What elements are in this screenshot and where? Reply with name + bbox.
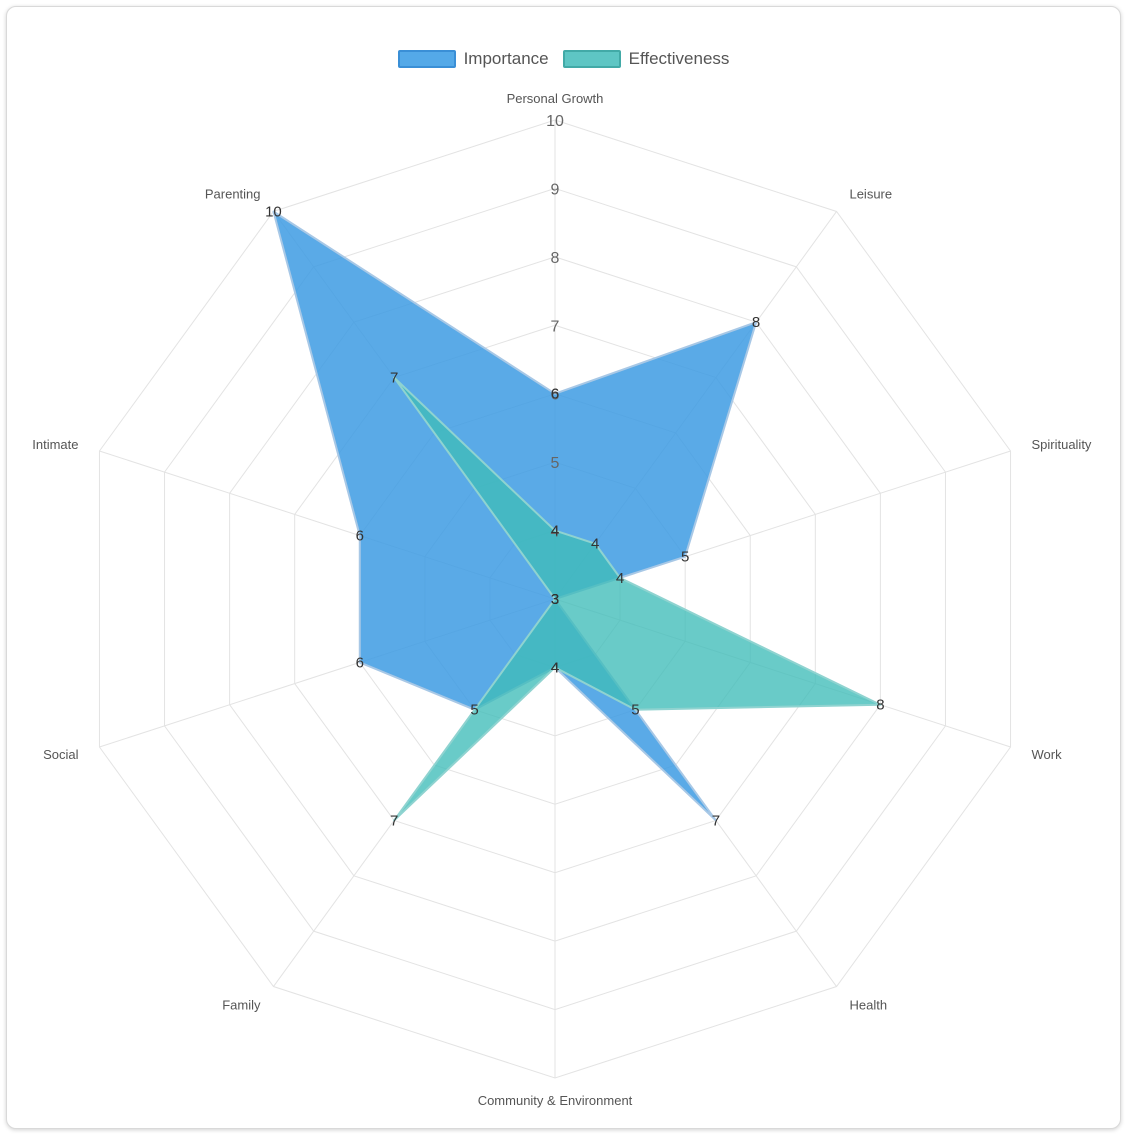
axis-label: Spirituality xyxy=(1031,437,1091,452)
point-value-label: 5 xyxy=(631,702,639,719)
point-value-label: 6 xyxy=(356,654,364,671)
axis-label: Leisure xyxy=(849,187,892,202)
tick-label: 6 xyxy=(551,387,560,404)
radar-axis-labels: Personal Growth Leisure Spirituality Work He… xyxy=(32,91,1092,1108)
legend-label-importance: Importance xyxy=(463,49,549,68)
point-value-label: 7 xyxy=(390,370,398,387)
legend-item-effectiveness[interactable]: Effectiveness xyxy=(562,49,730,69)
point-value-label: 4 xyxy=(591,536,599,553)
tick-label: 4 xyxy=(551,524,560,541)
tick-label: 9 xyxy=(551,181,560,198)
radar-tick-labels: 4 5 6 7 8 9 10 xyxy=(546,113,564,541)
point-value-label: 3 xyxy=(551,591,559,608)
point-value-label: 7 xyxy=(390,812,398,829)
legend-label-effectiveness: Effectiveness xyxy=(628,49,730,68)
point-value-label: 5 xyxy=(681,549,689,566)
point-value-label: 3 xyxy=(551,591,559,608)
point-value-label: 4 xyxy=(551,659,559,676)
point-value-label: 7 xyxy=(712,812,720,829)
point-value-label: 3 xyxy=(551,591,559,608)
point-value-label: 6 xyxy=(551,386,559,403)
axis-label: Social xyxy=(43,747,79,762)
point-value-label: 8 xyxy=(752,314,760,331)
axis-label: Parenting xyxy=(205,187,261,202)
point-value-label: 4 xyxy=(551,523,559,540)
tick-label: 8 xyxy=(551,250,560,267)
chart-legend: Importance Effectiveness xyxy=(0,46,1127,72)
point-value-label: 10 xyxy=(265,203,282,220)
axis-label: Personal Growth xyxy=(507,91,604,106)
radar-series xyxy=(272,210,882,822)
point-value-label: 5 xyxy=(470,702,478,719)
axis-label: Intimate xyxy=(32,437,78,452)
radar-area-effectiveness xyxy=(393,376,882,822)
tick-label: 10 xyxy=(546,113,564,130)
legend-swatch-importance xyxy=(397,50,456,68)
point-value-label: 8 xyxy=(876,697,884,714)
tick-label: 5 xyxy=(551,455,560,472)
axis-label: Health xyxy=(849,997,887,1012)
legend-item-importance[interactable]: Importance xyxy=(397,49,549,69)
point-value-label: 6 xyxy=(356,528,364,545)
legend-swatch-effectiveness xyxy=(562,50,621,68)
axis-label: Community & Environment xyxy=(478,1093,633,1108)
axis-label: Family xyxy=(222,997,261,1012)
point-value-label: 4 xyxy=(551,659,559,676)
tick-label: 7 xyxy=(551,318,560,335)
axis-label: Work xyxy=(1031,747,1062,762)
point-value-label: 4 xyxy=(616,570,624,587)
